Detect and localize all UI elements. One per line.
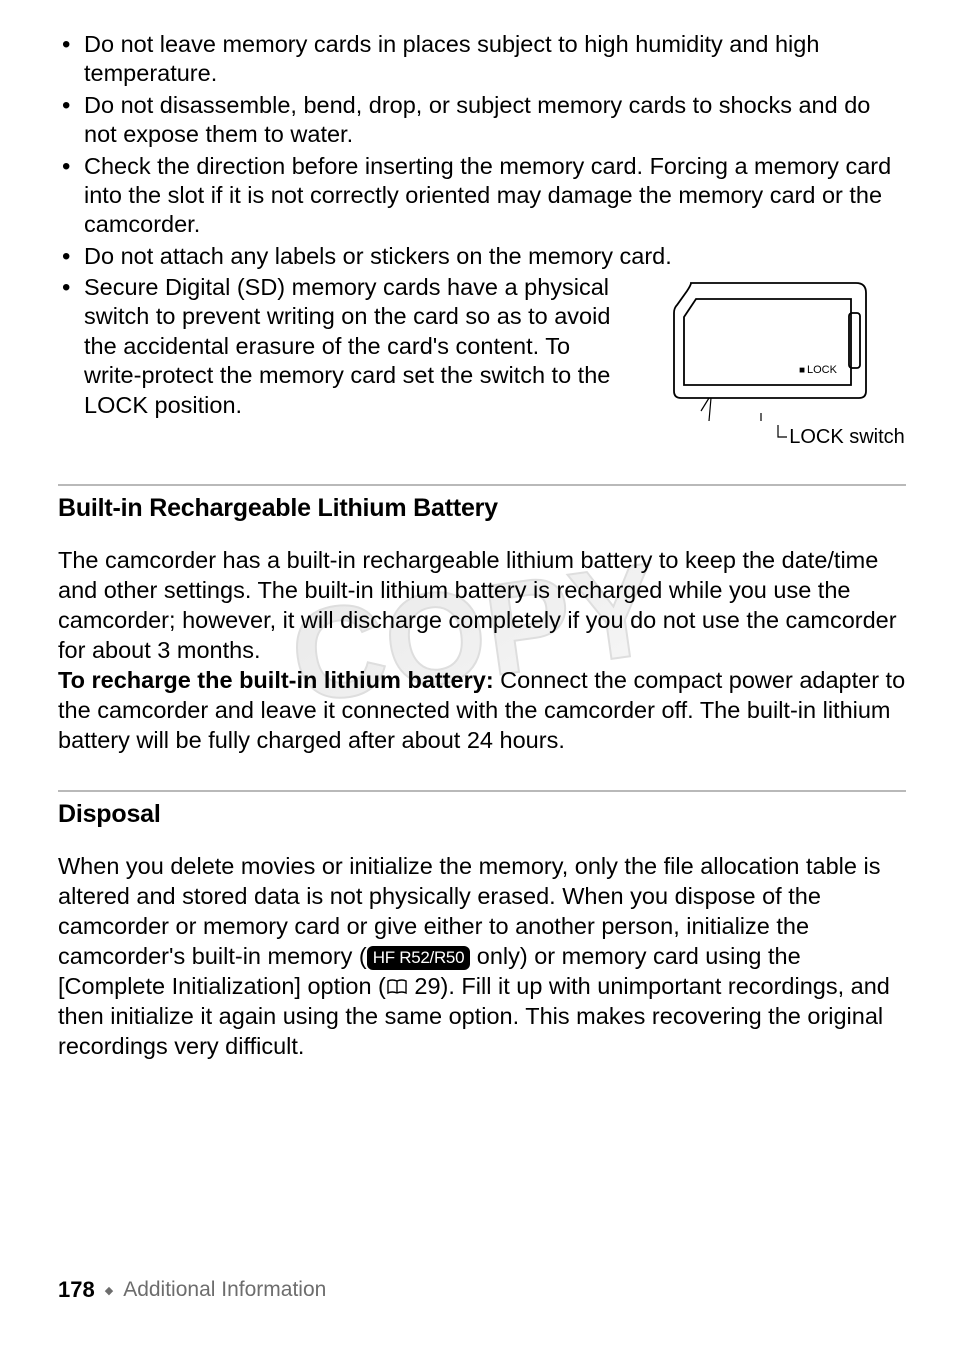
section-divider (58, 484, 906, 486)
page-number: 178 (58, 1277, 95, 1303)
model-badge: HF R52/R50 (367, 946, 470, 970)
svg-text:LOCK: LOCK (807, 364, 838, 376)
bullet-list: Do not leave memory cards in places subj… (58, 30, 906, 450)
page-footer: 178 ◆ Additional Information (58, 1277, 326, 1303)
bullet-item: Do not disassemble, bend, drop, or subje… (58, 91, 906, 150)
bullet-text: Secure Digital (SD) memory cards have a … (84, 273, 628, 420)
figure-caption: LOCK switch (789, 425, 905, 450)
bullet-item: Do not leave memory cards in places subj… (58, 30, 906, 89)
disposal-paragraph: When you delete movies or initialize the… (58, 851, 906, 1062)
battery-paragraph: The camcorder has a built-in rechargeabl… (58, 545, 906, 756)
battery-p1: The camcorder has a built-in rechargeabl… (58, 547, 897, 663)
caption-leader-icon (771, 425, 789, 447)
section-heading-disposal: Disposal (58, 800, 906, 829)
section-heading-battery: Built-in Rechargeable Lithium Battery (58, 494, 906, 523)
footer-diamond-icon: ◆ (105, 1284, 113, 1297)
svg-text:■: ■ (799, 365, 805, 376)
footer-section-name: Additional Information (123, 1278, 326, 1302)
sd-card-figure: ■ LOCK LOCK switch (646, 273, 906, 450)
section-divider (58, 790, 906, 792)
bullet-item: Secure Digital (SD) memory cards have a … (58, 273, 906, 450)
page-ref-icon (386, 978, 408, 996)
battery-p2-lead: To recharge the built-in lithium battery… (58, 667, 494, 693)
bullet-item: Do not attach any labels or stickers on … (58, 242, 906, 271)
page-ref-number: 29 (414, 973, 440, 999)
bullet-item: Check the direction before inserting the… (58, 152, 906, 240)
